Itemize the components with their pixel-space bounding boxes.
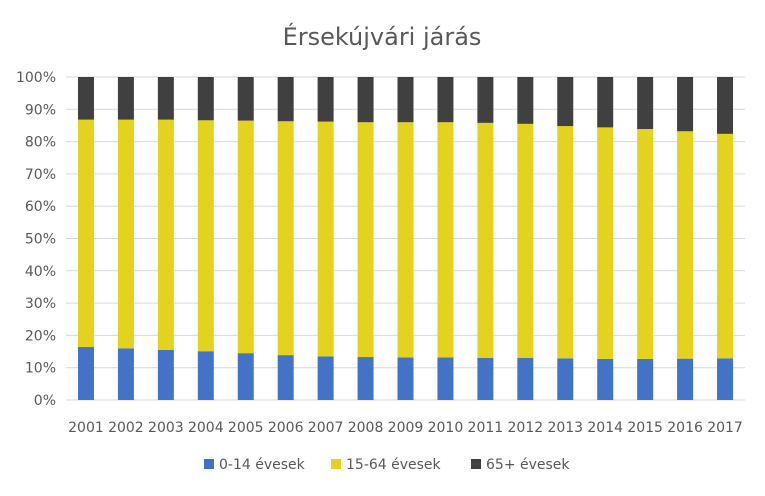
legend-swatch [471, 459, 481, 469]
bar-segment [117, 348, 134, 400]
bar-segment [157, 119, 174, 350]
bar-segment [117, 77, 134, 120]
bar-segment [477, 358, 494, 400]
bar-segment [157, 349, 174, 400]
y-tick-label: 90% [25, 102, 56, 118]
bar-segment [517, 77, 534, 124]
legend-label: 15-64 évesek [346, 457, 442, 473]
y-tick-label: 50% [25, 232, 56, 248]
bar-segment [637, 77, 654, 130]
bar-segment [237, 353, 254, 400]
bar-segment [437, 77, 454, 123]
x-tick-label: 2006 [268, 420, 304, 436]
y-tick-label: 80% [25, 135, 56, 151]
bar-segment [117, 119, 134, 349]
x-tick-label: 2002 [108, 420, 144, 436]
bar-segment [317, 121, 334, 357]
bar-segment [157, 77, 174, 120]
bar-segment [237, 77, 254, 121]
bar-segment [397, 122, 414, 358]
chart-title: Érsekújvári járás [283, 22, 482, 51]
bar-segment [637, 129, 654, 359]
bar-segment [397, 357, 414, 400]
x-tick-label: 2007 [308, 420, 344, 436]
y-tick-label: 20% [25, 328, 56, 344]
bar-segment [717, 358, 734, 400]
bar-segment [357, 357, 374, 400]
bar-segment [717, 77, 734, 134]
bar-segment [437, 357, 454, 400]
bar-segment [517, 123, 534, 359]
x-tick-label: 2003 [148, 420, 184, 436]
legend-swatch [204, 459, 214, 469]
legend-label: 65+ évesek [486, 457, 570, 473]
x-tick-label: 2001 [68, 420, 104, 436]
bar-segment [517, 358, 534, 400]
legend-swatch [331, 459, 341, 469]
bar-segment [317, 77, 334, 122]
bar-segment [677, 358, 694, 400]
bar-segment [717, 133, 734, 359]
y-tick-label: 30% [25, 296, 56, 312]
bar-segment [597, 77, 614, 128]
bar-segment [197, 120, 214, 352]
bar-segment [437, 122, 454, 358]
x-tick-label: 2004 [188, 420, 224, 436]
bar-segment [77, 119, 94, 348]
x-tick-label: 2014 [587, 420, 623, 436]
bars [77, 77, 734, 400]
bar-segment [597, 358, 614, 400]
bar-segment [357, 77, 374, 123]
x-tick-label: 2008 [348, 420, 384, 436]
x-tick-label: 2015 [627, 420, 663, 436]
bar-segment [277, 355, 294, 400]
bar-segment [237, 120, 254, 354]
bar-segment [557, 126, 574, 359]
bar-segment [557, 77, 574, 127]
y-axis: 0% 10% 20% 30% 40% 50% 60% 70% 80% 90% 100% [16, 70, 56, 409]
x-tick-label: 2016 [667, 420, 703, 436]
x-tick-label: 2009 [388, 420, 424, 436]
y-tick-label: 10% [25, 361, 56, 377]
x-axis: 2001 2002 2003 2004 2005 2006 2007 2008 2009 2010… [68, 420, 743, 436]
legend-label: 0-14 évesek [219, 457, 306, 473]
bar-segment [397, 77, 414, 123]
bar-segment [597, 127, 614, 359]
y-tick-label: 100% [16, 70, 56, 86]
bar-segment [677, 131, 694, 359]
bar-segment [477, 77, 494, 123]
y-tick-label: 60% [25, 199, 56, 215]
bar-segment [557, 358, 574, 400]
bar-segment [317, 356, 334, 400]
legend: 0-14 évesek 15-64 évesek 65+ évesek [204, 457, 570, 473]
bar-segment [77, 347, 94, 400]
bar-segment [277, 77, 294, 122]
y-tick-label: 40% [25, 264, 56, 280]
x-tick-label: 2012 [508, 420, 544, 436]
bar-segment [677, 77, 694, 132]
bar-segment [77, 77, 94, 120]
bar-segment [477, 122, 494, 359]
x-tick-label: 2011 [468, 420, 504, 436]
y-tick-label: 70% [25, 167, 56, 183]
x-tick-label: 2017 [707, 420, 743, 436]
bar-segment [357, 122, 374, 358]
x-tick-label: 2010 [428, 420, 464, 436]
y-tick-label: 0% [34, 393, 56, 409]
bar-segment [197, 77, 214, 121]
bar-segment [197, 351, 214, 400]
bar-segment [637, 358, 654, 400]
x-tick-label: 2005 [228, 420, 264, 436]
x-tick-label: 2013 [547, 420, 583, 436]
bar-segment [277, 121, 294, 356]
